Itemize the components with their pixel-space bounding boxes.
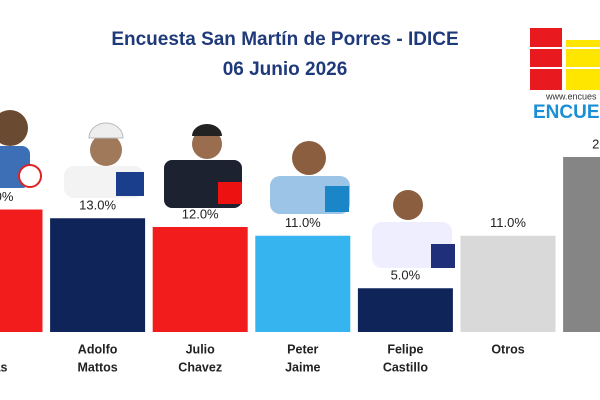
bar <box>563 157 600 332</box>
value-label: 5.0% <box>391 268 421 283</box>
chart-title: Encuesta San Martín de Porres - IDICE <box>111 29 458 50</box>
value-label: 11.0% <box>490 215 526 230</box>
value-label: 20.0% <box>592 136 600 151</box>
logo-block <box>530 28 562 90</box>
x-tick-label: Mattos <box>77 360 117 374</box>
candidate-photo <box>270 141 350 214</box>
x-tick-label: Julio <box>186 342 216 356</box>
value-label: 12.0% <box>182 206 219 221</box>
x-tick-label: Chavez <box>178 360 222 374</box>
x-tick-label: Adolfo <box>78 342 118 356</box>
logo-url: www.encues <box>545 91 597 101</box>
candidate-photo <box>0 110 42 188</box>
bar <box>255 235 351 332</box>
x-tick-label: Peter <box>287 342 318 356</box>
x-tick-label: mas <box>0 360 8 374</box>
candidate-photo <box>164 124 242 208</box>
logo: www.encues ENCUE <box>530 28 600 123</box>
x-tick-label: Felipe <box>387 342 423 356</box>
bar <box>357 288 453 332</box>
x-tick-label: Castillo <box>383 360 429 374</box>
x-tick-label: Otros <box>491 342 524 356</box>
value-label: 13.0% <box>79 198 116 213</box>
value-label: 11.0% <box>285 215 321 230</box>
photos <box>0 110 455 268</box>
bar <box>0 209 43 332</box>
bar <box>152 227 248 332</box>
bar <box>50 218 146 332</box>
bar <box>460 235 556 332</box>
candidate-photo <box>372 190 455 268</box>
x-tick-label: Jaime <box>285 360 320 374</box>
logo-text: ENCUE <box>533 102 600 123</box>
value-label: 14.0% <box>0 189 14 204</box>
chart-subtitle: 06 Junio 2026 <box>223 59 348 80</box>
candidate-photo <box>64 122 144 198</box>
